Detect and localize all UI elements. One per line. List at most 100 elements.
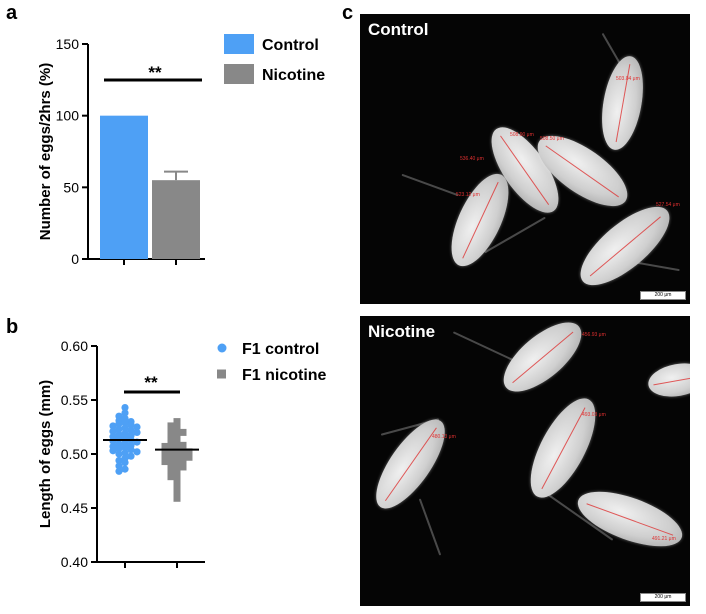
data-point-f1-nicotine	[167, 426, 175, 434]
data-point-f1-control	[133, 428, 141, 436]
legend-marker	[217, 343, 227, 353]
data-point-f1-control	[121, 459, 129, 467]
measurement-label: 527.54 μm	[656, 202, 680, 208]
data-point-f1-nicotine	[173, 476, 181, 484]
significance-label: **	[148, 63, 162, 82]
measurement-label: 503.04 μm	[616, 76, 640, 82]
data-point-f1-nicotine	[167, 440, 175, 448]
data-point-f1-nicotine	[173, 449, 181, 457]
data-point-f1-nicotine	[173, 420, 181, 428]
data-point-f1-nicotine	[173, 424, 181, 432]
data-point-f1-control	[127, 426, 135, 434]
data-point-f1-control	[127, 421, 135, 429]
data-point-f1-nicotine	[179, 456, 187, 464]
data-point-f1-nicotine	[167, 455, 175, 463]
y-tick-label: 0.60	[61, 338, 88, 354]
y-axis-label: Length of eggs (mm)	[37, 380, 54, 528]
data-point-f1-control	[115, 450, 123, 458]
data-point-f1-control	[133, 448, 141, 456]
data-point-f1-control	[115, 462, 123, 470]
data-point-f1-control	[121, 419, 129, 427]
data-point-f1-nicotine	[161, 442, 169, 450]
data-point-f1-nicotine	[179, 451, 187, 459]
legend-swatch	[224, 64, 254, 84]
measurement-label: 491.21 μm	[652, 536, 676, 542]
y-tick-label: 0.45	[61, 500, 88, 516]
image-label-nicotine: Nicotine	[368, 322, 436, 341]
data-point-f1-nicotine	[167, 450, 175, 458]
measurement-label: 480.13 μm	[432, 434, 456, 440]
data-point-f1-nicotine	[185, 453, 193, 461]
legend-marker	[217, 369, 226, 379]
y-tick-label: 0.50	[61, 446, 88, 462]
data-point-f1-control	[121, 409, 129, 417]
legend-label: Control	[262, 37, 319, 54]
data-point-f1-control	[115, 456, 123, 465]
data-point-f1-control	[115, 425, 123, 433]
data-point-f1-nicotine	[167, 467, 175, 475]
measurement-label: 456.93 μm	[582, 332, 606, 338]
data-point-f1-nicotine	[173, 469, 181, 477]
bar-control	[100, 115, 148, 260]
y-tick-label: 150	[56, 36, 80, 52]
data-point-f1-nicotine	[167, 473, 175, 481]
y-tick-label: 0.55	[61, 392, 88, 408]
data-point-f1-control	[109, 427, 117, 435]
scatter-chart: 0.40 0.45 0.50 0.55 0.60 Length of eggs (mm) *…	[37, 338, 327, 570]
data-point-f1-nicotine	[173, 444, 181, 452]
data-point-f1-nicotine	[161, 447, 169, 455]
data-point-f1-nicotine	[161, 452, 169, 460]
measurement-label: 508.50 μm	[540, 136, 564, 142]
data-point-f1-control	[121, 443, 129, 452]
data-point-f1-nicotine	[173, 439, 181, 447]
data-point-f1-nicotine	[161, 458, 169, 466]
data-point-f1-nicotine	[173, 454, 181, 462]
data-point-f1-control	[115, 420, 123, 428]
measurement-label: 493.03 μm	[582, 412, 606, 418]
panel-letter-c: c	[342, 2, 354, 24]
y-tick-label: 100	[56, 108, 80, 124]
data-point-f1-nicotine	[185, 448, 193, 456]
scale-bar: 200 μm	[640, 593, 686, 602]
nicotine-micrograph: 456.93 μm 493.03 μm 480.13 μm 491.21 μm …	[360, 316, 690, 606]
data-point-f1-nicotine	[173, 431, 181, 439]
data-point-f1-control	[133, 423, 141, 431]
data-point-f1-control	[127, 446, 135, 454]
data-point-f1-nicotine	[167, 445, 175, 453]
measurement-label: 508.90 μm	[510, 132, 534, 138]
y-tick-label: 0	[71, 251, 79, 267]
data-point-f1-nicotine	[173, 485, 181, 493]
data-point-f1-nicotine	[179, 441, 187, 449]
legend-swatch	[224, 34, 254, 54]
data-point-f1-nicotine	[167, 422, 175, 430]
panel-letter-b: b	[6, 316, 19, 338]
data-point-f1-control	[121, 424, 129, 432]
data-point-f1-nicotine	[173, 465, 181, 473]
data-point-f1-nicotine	[179, 428, 187, 436]
data-point-f1-control	[121, 465, 129, 473]
data-point-f1-control	[121, 449, 129, 457]
data-point-f1-control	[127, 452, 135, 460]
data-point-f1-nicotine	[173, 494, 181, 502]
data-point-f1-control	[121, 403, 129, 412]
control-micrograph: 503.04 μm 508.90 μm 536.40 μm 508.50 μm …	[360, 14, 690, 304]
data-point-f1-nicotine	[173, 480, 181, 488]
data-point-f1-control	[109, 447, 117, 455]
data-point-f1-nicotine	[173, 435, 181, 443]
y-tick-label: 0.40	[61, 554, 88, 570]
y-axis-label: Number of eggs/2hrs (%)	[37, 63, 54, 241]
legend-label: F1 nicotine	[242, 367, 327, 384]
measurement-label: 523.12 μm	[456, 192, 480, 198]
data-point-f1-control	[115, 467, 123, 475]
data-point-f1-nicotine	[167, 433, 175, 441]
data-point-f1-nicotine	[179, 463, 187, 471]
measurement-label: 536.40 μm	[460, 156, 484, 162]
panel-letter-a: a	[6, 2, 18, 24]
scale-bar: 200 μm	[640, 291, 686, 300]
bar-nicotine	[152, 180, 200, 259]
data-point-f1-nicotine	[167, 461, 175, 469]
legend-label: Nicotine	[262, 67, 325, 84]
data-point-f1-nicotine	[173, 459, 181, 467]
significance-label: **	[144, 373, 158, 392]
legend-label: F1 control	[242, 341, 319, 358]
